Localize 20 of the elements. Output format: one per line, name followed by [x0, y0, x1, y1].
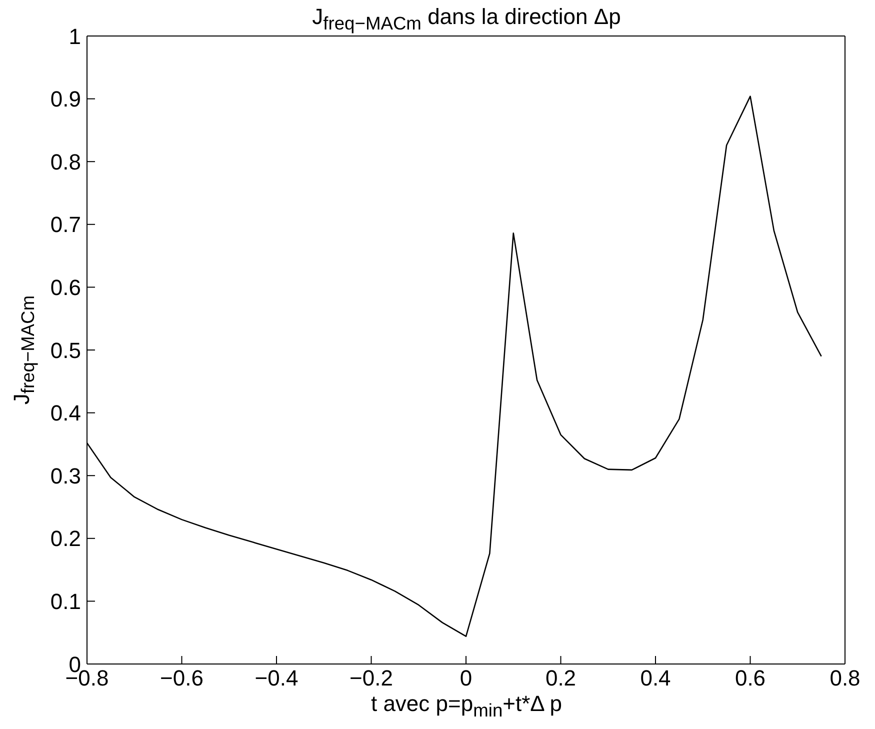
- x-tick-label: 0.6: [734, 666, 766, 691]
- y-tick-label: 0.8: [50, 149, 81, 174]
- x-tick-label: 0: [460, 666, 472, 691]
- y-tick-label: 0.1: [50, 589, 81, 614]
- y-tick-label: 0.2: [50, 526, 81, 552]
- x-tick-label: 0.4: [640, 666, 671, 691]
- y-tick-label: 0.9: [50, 86, 81, 112]
- y-tick-label: 0.6: [50, 275, 81, 300]
- x-tick-label: −0.4: [254, 666, 298, 691]
- chart-title: J$_{freq−MACm}$ dans la direction Δp: [311, 4, 622, 34]
- y-tick-label: 1: [68, 24, 81, 49]
- x-tick-label: 0.8: [830, 666, 860, 691]
- x-axis-title: t avec p=p$_{min}$+t*Δ p: [370, 691, 564, 722]
- x-tick-label: −0.2: [350, 666, 393, 691]
- y-tick-label: 0.5: [50, 338, 81, 363]
- y-tick-label: 0.4: [50, 400, 81, 426]
- y-tick-label: 0.3: [50, 463, 81, 488]
- x-tick-label: −0.6: [160, 666, 204, 691]
- x-tick-label: 0.2: [545, 666, 576, 691]
- y-tick-label: 0.7: [50, 212, 81, 238]
